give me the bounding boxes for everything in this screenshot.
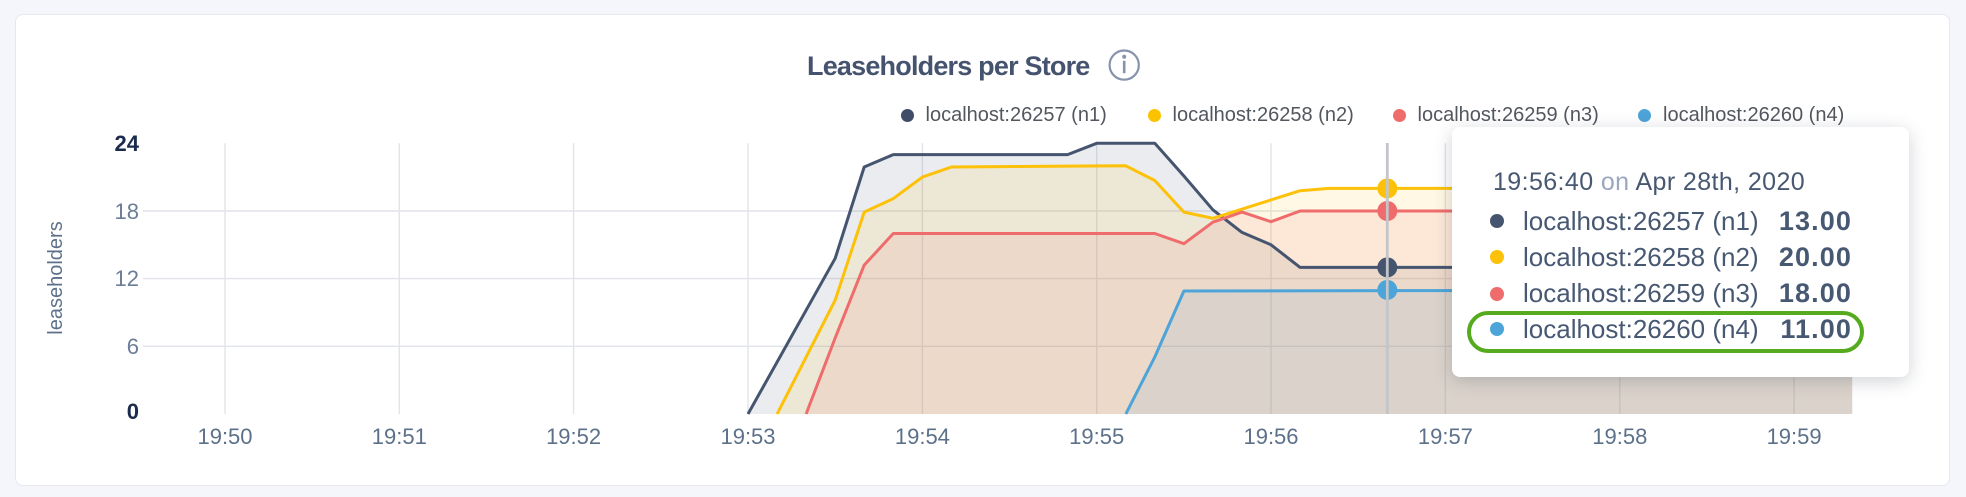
svg-text:12: 12 [115,266,139,291]
svg-text:leaseholders: leaseholders [45,221,67,334]
svg-text:18: 18 [115,199,139,224]
svg-text:19:57: 19:57 [1418,424,1473,449]
svg-text:19:58: 19:58 [1592,424,1647,449]
svg-text:19:56: 19:56 [1243,424,1298,449]
svg-text:19:52: 19:52 [546,424,601,449]
svg-text:19:55: 19:55 [1069,424,1124,449]
svg-text:6: 6 [127,334,139,359]
svg-text:19:50: 19:50 [197,424,252,449]
svg-text:19:59: 19:59 [1767,424,1822,449]
svg-text:24: 24 [115,131,140,156]
svg-text:0: 0 [127,399,139,424]
svg-text:19:53: 19:53 [720,424,775,449]
svg-text:19:51: 19:51 [372,424,427,449]
svg-text:19:54: 19:54 [895,424,950,449]
